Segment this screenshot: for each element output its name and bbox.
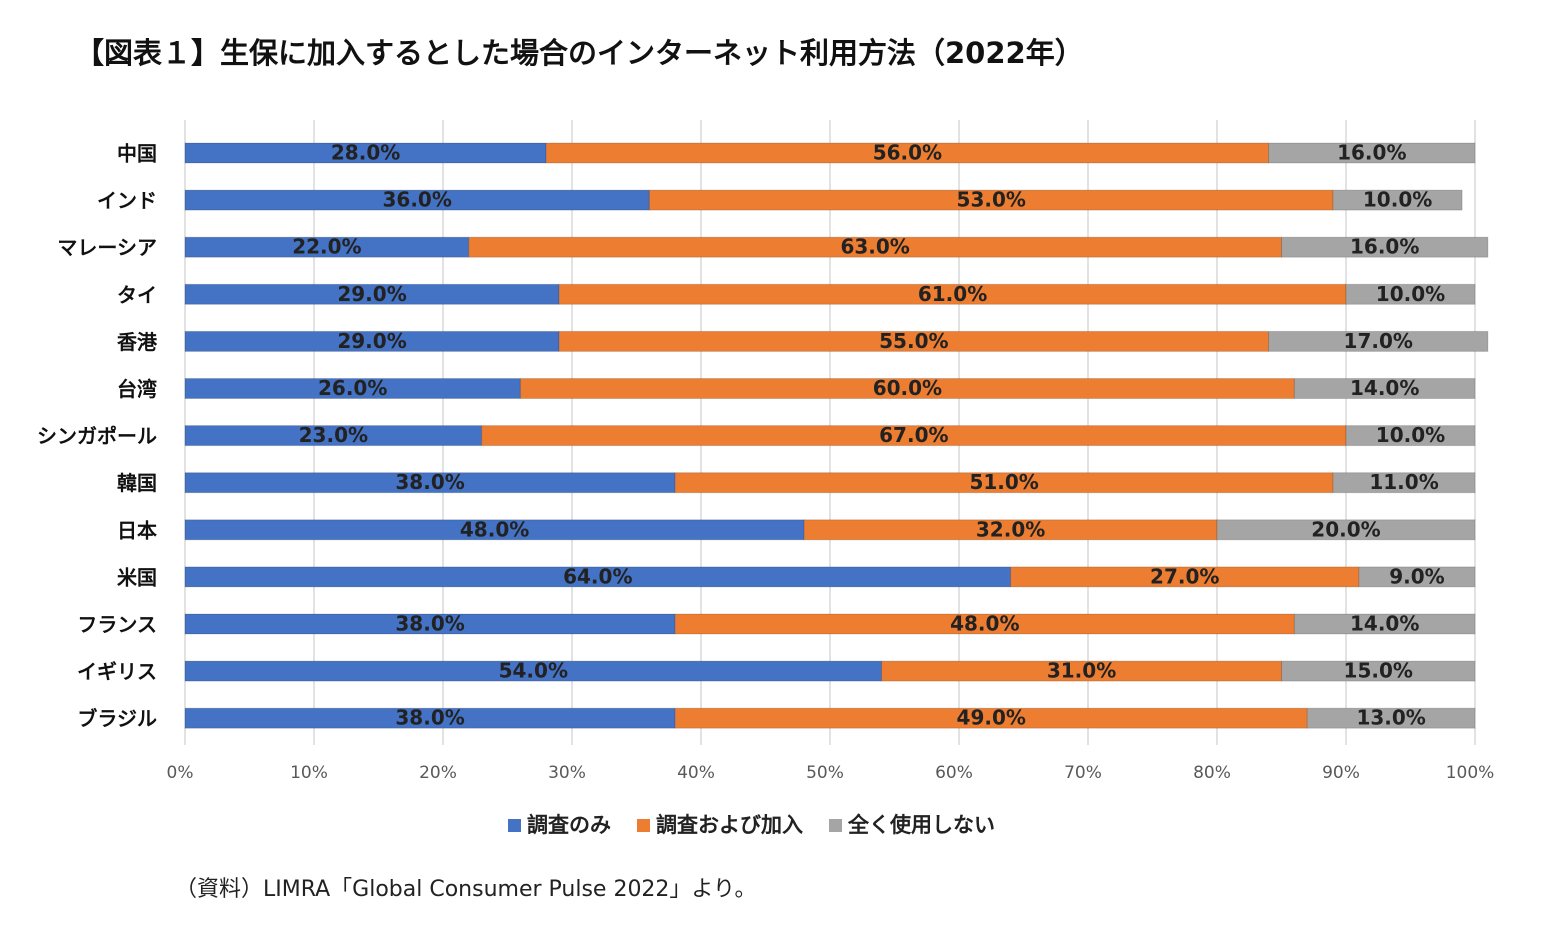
x-tick-label: 50% [806, 763, 844, 783]
data-label: 64.0% [563, 564, 632, 588]
data-label: 61.0% [918, 282, 987, 306]
x-tick-label: 40% [677, 763, 715, 783]
x-tick-label: 80% [1193, 763, 1231, 783]
data-label: 9.0% [1389, 564, 1444, 588]
data-label: 32.0% [976, 517, 1045, 541]
data-label: 53.0% [957, 188, 1026, 212]
x-tick-label: 10% [290, 763, 328, 783]
data-label: 36.0% [383, 188, 452, 212]
data-label: 29.0% [337, 329, 406, 353]
data-label: 67.0% [879, 423, 948, 447]
bar-segment [1332, 472, 1476, 494]
source-note: （資料）LIMRA「Global Consumer Pulse 2022」より。 [175, 877, 757, 902]
y-tick-label: ブラジル [77, 707, 157, 731]
data-label: 11.0% [1369, 470, 1438, 494]
data-label: 48.0% [950, 612, 1019, 636]
data-label: 10.0% [1363, 188, 1432, 212]
y-tick-label: 台湾 [117, 377, 157, 401]
data-label: 17.0% [1344, 329, 1413, 353]
data-label: 14.0% [1350, 612, 1419, 636]
data-label: 13.0% [1356, 706, 1425, 730]
x-tick-label: 70% [1064, 763, 1102, 783]
bar-segment [1345, 283, 1476, 305]
data-label: 16.0% [1337, 141, 1406, 165]
y-tick-label: イギリス [77, 660, 157, 684]
data-label: 55.0% [879, 329, 948, 353]
legend-marker [637, 819, 650, 832]
data-label: 15.0% [1344, 659, 1413, 683]
data-label: 48.0% [460, 517, 529, 541]
y-tick-label: 中国 [117, 142, 157, 166]
data-label: 22.0% [292, 235, 361, 259]
data-label: 38.0% [395, 470, 464, 494]
chart-title: 【図表１】生保に加入するとした場合のインターネット利用方法（2022年） [75, 36, 1084, 70]
y-tick-label: タイ [117, 283, 157, 307]
legend-label: 全く使用しない [847, 813, 995, 837]
data-label: 38.0% [395, 612, 464, 636]
y-tick-label: マレーシア [57, 236, 157, 260]
bar-segment [1010, 566, 1360, 588]
legend-label: 調査および加入 [656, 813, 803, 837]
x-tick-label: 30% [548, 763, 586, 783]
legend-marker [508, 819, 521, 832]
y-tick-label: 韓国 [117, 471, 157, 495]
data-label: 56.0% [873, 141, 942, 165]
y-tick-label: 日本 [117, 518, 157, 542]
bar-segment [1281, 660, 1476, 682]
y-tick-label: シンガポール [37, 424, 157, 448]
data-label: 49.0% [957, 706, 1026, 730]
y-tick-label: 米国 [117, 565, 157, 589]
legend-marker [829, 819, 842, 832]
y-tick-label: フランス [77, 613, 157, 637]
bar-segment [1268, 142, 1476, 164]
data-label: 38.0% [395, 706, 464, 730]
bar-segment [1216, 519, 1476, 541]
data-label: 10.0% [1376, 282, 1445, 306]
data-label: 20.0% [1311, 517, 1380, 541]
data-label: 51.0% [969, 470, 1038, 494]
data-label: 60.0% [873, 376, 942, 400]
bar-segment [1268, 330, 1489, 352]
bar-segment [1293, 613, 1476, 635]
data-label: 27.0% [1150, 564, 1219, 588]
data-label: 16.0% [1350, 235, 1419, 259]
data-label: 28.0% [331, 141, 400, 165]
data-label: 26.0% [318, 376, 387, 400]
data-label: 29.0% [337, 282, 406, 306]
bar-segment [1281, 236, 1489, 258]
data-label: 23.0% [299, 423, 368, 447]
bar-segment [1332, 189, 1463, 211]
x-tick-label: 100% [1446, 763, 1495, 783]
data-label: 10.0% [1376, 423, 1445, 447]
data-label: 63.0% [840, 235, 909, 259]
legend-label: 調査のみ [527, 813, 611, 837]
y-tick-label: インド [97, 189, 157, 213]
x-tick-label: 90% [1322, 763, 1360, 783]
bar-segment [1293, 378, 1476, 399]
bar-segment [1358, 566, 1476, 588]
x-tick-label: 60% [935, 763, 973, 783]
x-tick-label: 0% [167, 763, 194, 783]
data-label: 14.0% [1350, 376, 1419, 400]
bar-segment [1345, 425, 1476, 447]
data-label: 54.0% [499, 659, 568, 683]
bar-segment [1306, 707, 1476, 729]
data-label: 31.0% [1047, 659, 1116, 683]
y-tick-label: 香港 [117, 330, 158, 354]
x-tick-label: 20% [419, 763, 457, 783]
